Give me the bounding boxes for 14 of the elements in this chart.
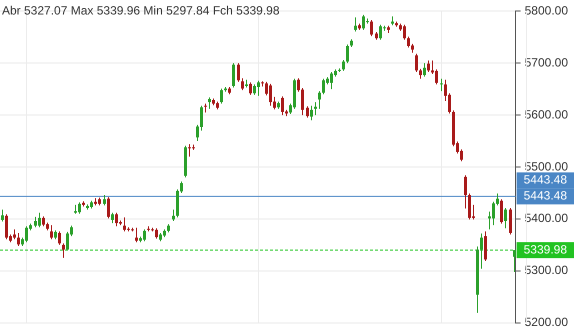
y-tick-label: 5300.00 [524, 263, 568, 278]
y-tick-label: 5700.00 [524, 55, 568, 70]
y-tick-label: 5600.00 [524, 107, 568, 122]
ref-line-label: 5443.48 [524, 188, 568, 203]
y-tick-label: 5400.00 [524, 211, 568, 226]
y-tick-label: 5800.00 [524, 4, 568, 18]
candlestick [440, 78, 443, 92]
candlestick [188, 144, 191, 157]
annotation: Abr 5327.07 Max 5339.96 Min 5297.84 Fch 5339.98 [2, 3, 280, 18]
y-tick-label: 5500.00 [524, 159, 568, 174]
candlestick [204, 104, 207, 112]
ref-line-label: 5339.98 [524, 242, 568, 256]
y-tick-label: 5200.00 [524, 315, 568, 330]
text: 5443.48 [524, 172, 568, 187]
